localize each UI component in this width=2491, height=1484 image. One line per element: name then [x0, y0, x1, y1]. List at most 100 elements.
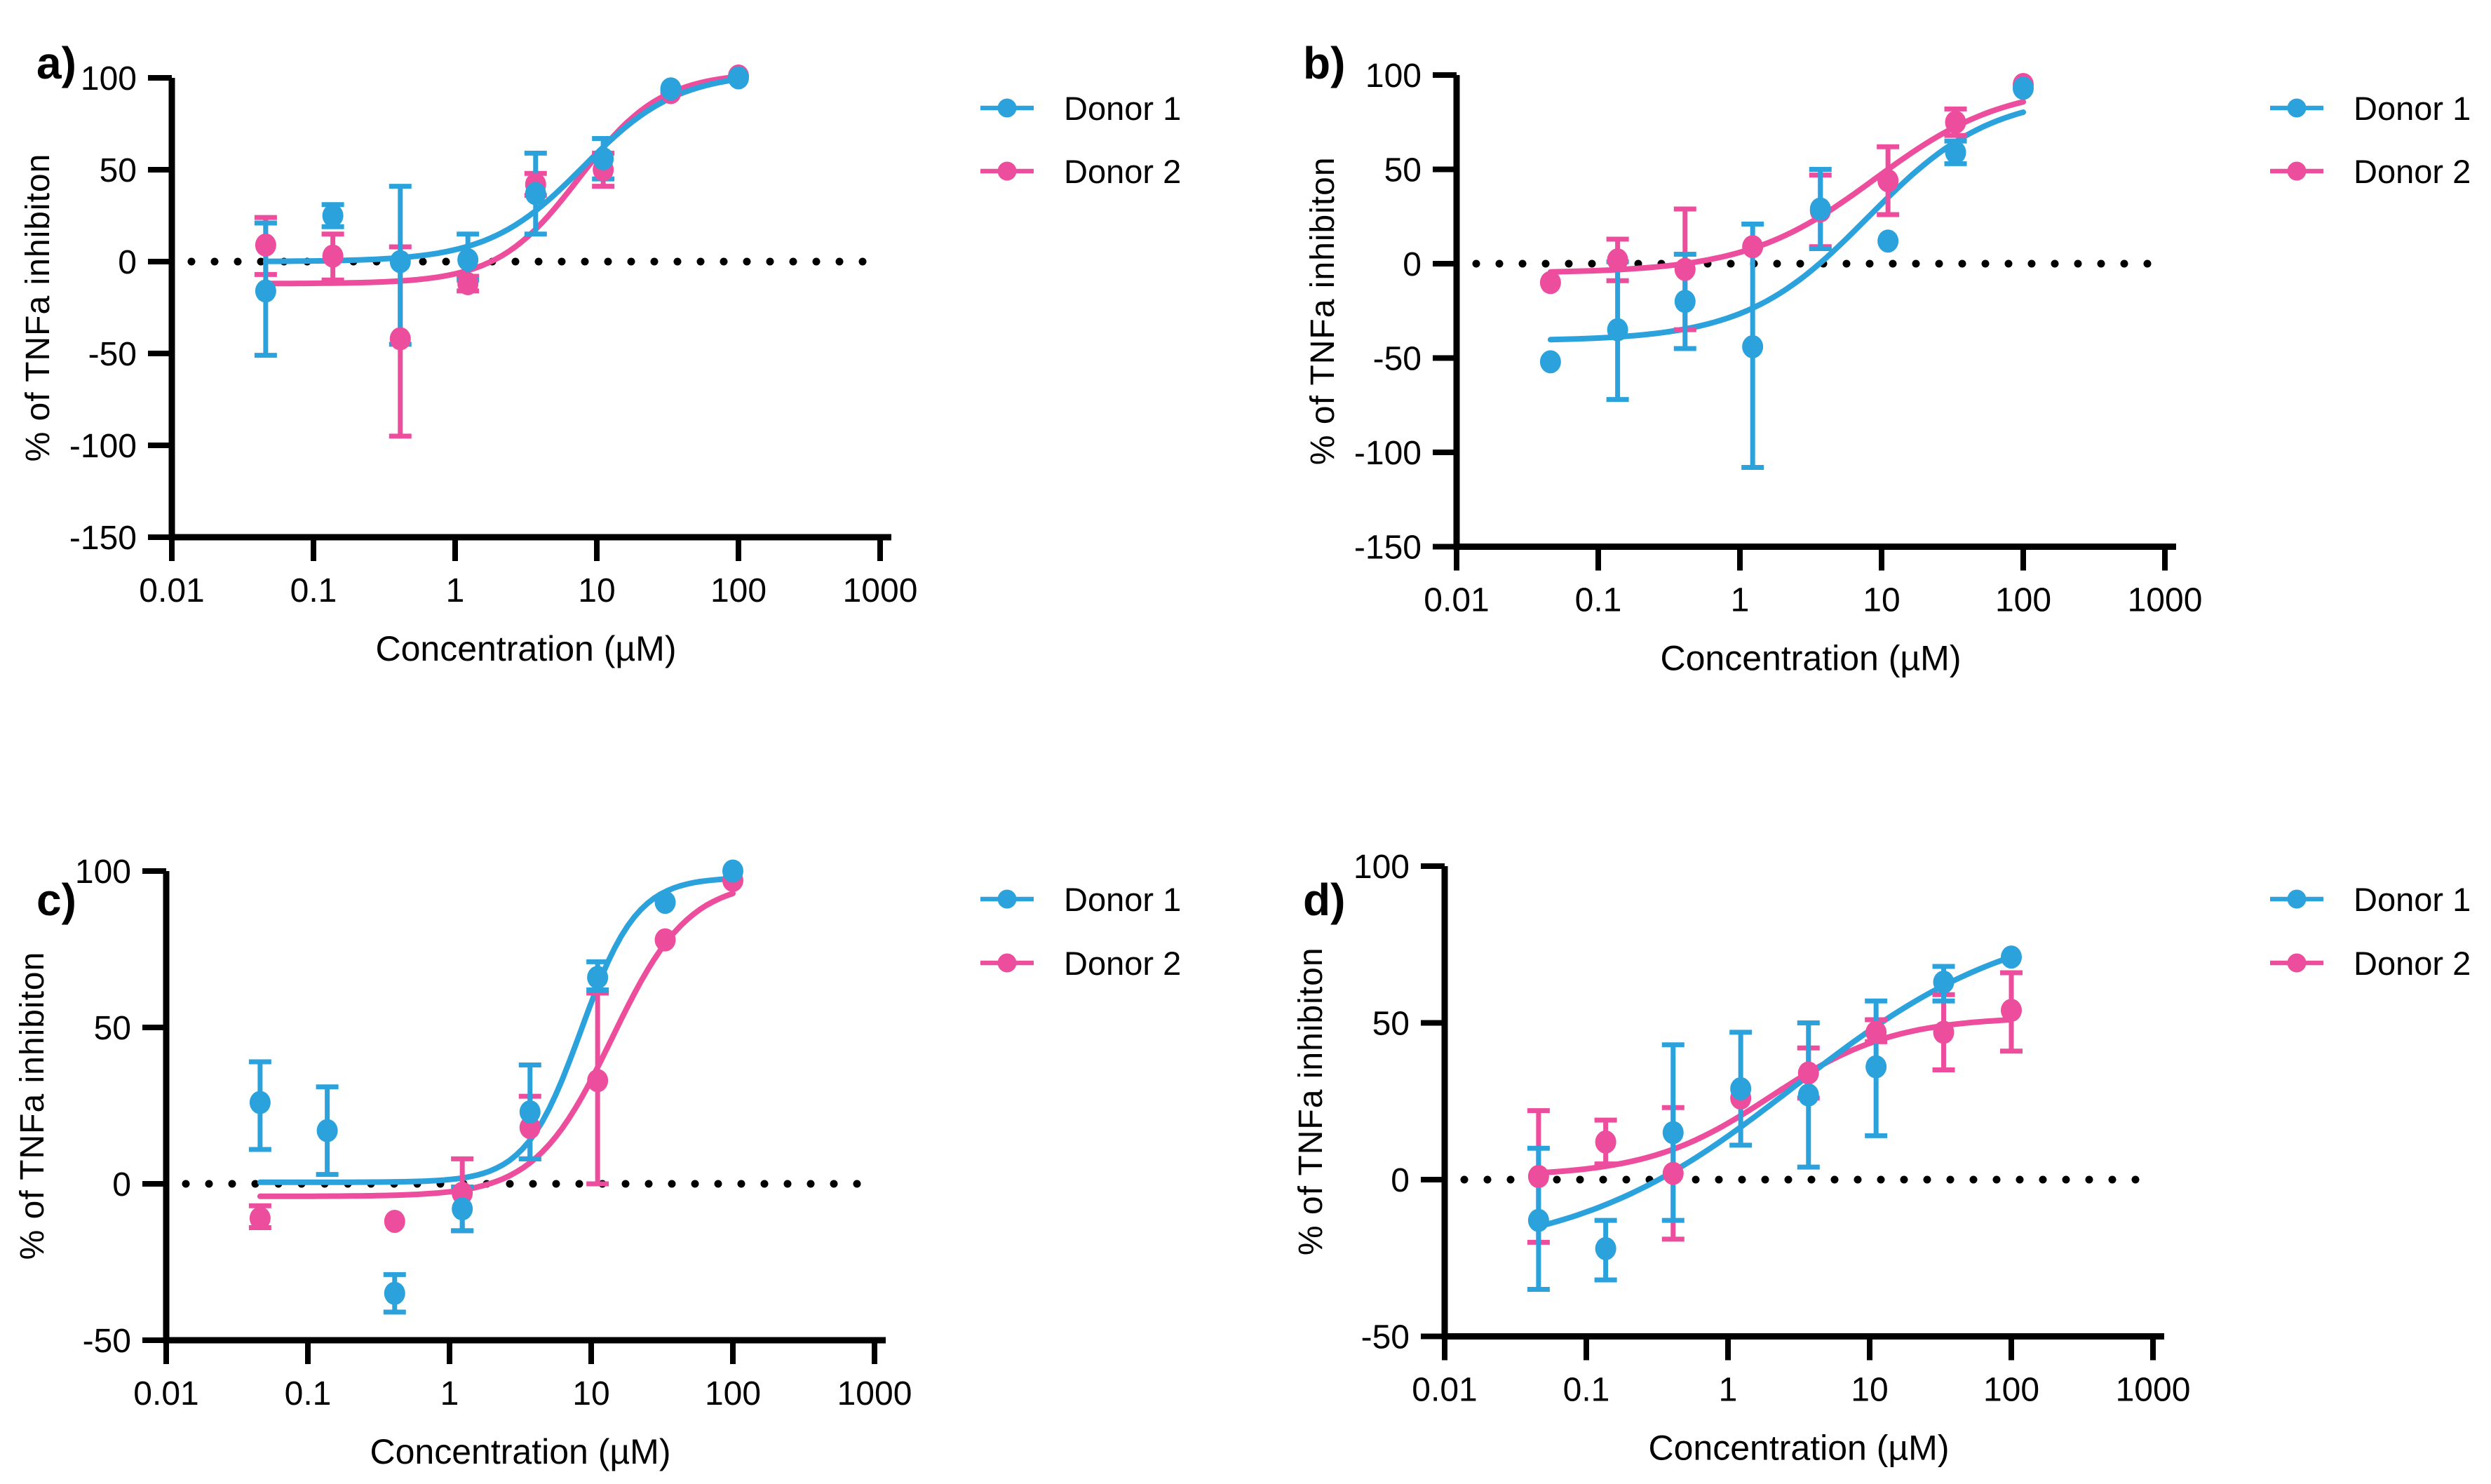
y-tick-label: 100	[81, 60, 137, 97]
fit-curve-donor1	[1535, 954, 2014, 1229]
legend-marker-icon	[997, 98, 1017, 118]
x-tick-label: 100	[705, 1375, 761, 1412]
zero-line-dot	[1495, 259, 1504, 268]
data-point-donor1	[660, 77, 682, 101]
data-point-donor1	[1595, 1236, 1616, 1260]
zero-line-dot	[2120, 259, 2128, 268]
legend-item-donor1: Donor 1	[980, 881, 1181, 918]
zero-line-dot	[853, 1180, 861, 1188]
data-points-donor1	[1527, 945, 2022, 1260]
y-axis-title: % of TNFa inhibiton	[1292, 947, 1330, 1255]
zero-line-dot	[1622, 1175, 1631, 1184]
y-tick-label: -150	[69, 520, 137, 557]
x-tick-label: 100	[710, 572, 767, 609]
zero-line-dot	[234, 257, 242, 266]
data-point-donor2	[1797, 1061, 1819, 1085]
x-tick-label: 10	[578, 572, 615, 609]
zero-line-dot	[1541, 259, 1550, 268]
legend: Donor 1 Donor 2	[980, 90, 1181, 190]
x-tick-label: 10	[572, 1375, 609, 1412]
data-point-donor1	[255, 279, 276, 303]
x-tick-label: 0.01	[1424, 582, 1489, 619]
zero-line-dot	[2062, 1175, 2070, 1184]
zero-line-dot	[511, 257, 520, 266]
data-point-donor2	[1539, 271, 1561, 295]
fit-curve-donor2	[257, 891, 736, 1199]
error-bars-donor2	[1606, 106, 1967, 332]
data-point-donor1	[1674, 290, 1696, 313]
zero-line-dot	[1773, 259, 1781, 268]
data-point-donor1	[722, 859, 743, 883]
x-tick-label: 1	[1731, 582, 1750, 619]
zero-dotted-line	[1460, 1175, 2140, 1184]
zero-line-dot	[1506, 1175, 1515, 1184]
zero-line-dot	[1483, 1175, 1492, 1184]
x-tick-label: 1	[1719, 1372, 1738, 1409]
data-point-donor2	[457, 271, 479, 295]
y-tick-label: 100	[75, 854, 131, 891]
zero-line-dot	[691, 1180, 699, 1188]
zero-line-dot	[1761, 1175, 1769, 1184]
zero-line-dot	[830, 1180, 838, 1188]
zero-line-dot	[1830, 1175, 1839, 1184]
y-tick-label: -150	[1354, 529, 1422, 567]
zero-line-dot	[696, 257, 705, 266]
error-bars-donor2	[254, 150, 615, 439]
data-point-donor1	[1809, 197, 1831, 221]
zero-line-dot	[668, 1180, 676, 1188]
zero-line-dot	[2085, 1175, 2093, 1184]
y-tick-label: 0	[112, 1166, 131, 1203]
legend-marker-icon	[997, 953, 1017, 973]
y-tick-label: 50	[1384, 152, 1422, 189]
data-point-donor2	[1933, 1020, 1955, 1044]
zero-line-dot	[1900, 1175, 1908, 1184]
zero-line-dot	[644, 1180, 653, 1188]
legend-marker-icon	[2287, 161, 2307, 181]
legend: Donor 1 Donor 2	[2270, 90, 2471, 190]
legend-marker-icon	[997, 161, 1017, 181]
x-axis-title: Concentration (µM)	[1661, 639, 1962, 678]
data-point-donor2	[389, 327, 411, 351]
data-point-donor1	[384, 1281, 405, 1305]
data-point-donor1	[654, 891, 676, 915]
data-point-donor2	[255, 233, 276, 257]
data-point-donor1	[519, 1100, 541, 1124]
data-point-donor2	[1877, 169, 1899, 193]
y-axis-title: % of TNFa inhibiton	[1304, 156, 1342, 465]
zero-line-dot	[506, 1180, 514, 1188]
zero-line-dot	[1599, 1175, 1607, 1184]
x-tick-label: 100	[1983, 1372, 2039, 1409]
data-point-donor2	[1662, 1161, 1684, 1185]
y-tick-label: 50	[1372, 1006, 1410, 1043]
zero-line-dot	[1842, 259, 1851, 268]
data-point-donor1	[1945, 140, 1966, 164]
y-tick-label: -100	[1354, 435, 1422, 472]
data-point-donor2	[1865, 1020, 1887, 1044]
zero-line-dot	[1715, 1175, 1723, 1184]
y-tick-label: -50	[1373, 341, 1422, 378]
legend-item-donor1: Donor 1	[980, 90, 1181, 127]
zero-line-dot	[442, 257, 450, 266]
x-tick-label: 0.01	[139, 572, 204, 609]
x-tick-label: 0.01	[1412, 1372, 1477, 1409]
zero-line-dot	[251, 1180, 259, 1188]
zero-line-dot	[858, 257, 867, 266]
zero-line-dot	[257, 257, 265, 266]
y-tick-label: -50	[83, 1323, 131, 1360]
zero-line-dot	[2097, 259, 2105, 268]
zero-line-dot	[1784, 1175, 1793, 1184]
zero-line-dot	[552, 1180, 560, 1188]
x-tick-label: 0.1	[290, 572, 337, 609]
fit-curve-donor1	[1547, 109, 2026, 343]
x-tick-label: 0.1	[285, 1375, 332, 1412]
legend-item-donor2: Donor 2	[980, 945, 1181, 982]
zero-line-dot	[1946, 1175, 1955, 1184]
error-bars-donor1	[254, 135, 615, 358]
panel-letter: c)	[36, 875, 76, 925]
x-tick-label: 10	[1863, 582, 1900, 619]
x-tick-label: 1000	[843, 572, 918, 609]
zero-line-dot	[1576, 1175, 1584, 1184]
legend-label: Donor 1	[1064, 881, 1181, 918]
